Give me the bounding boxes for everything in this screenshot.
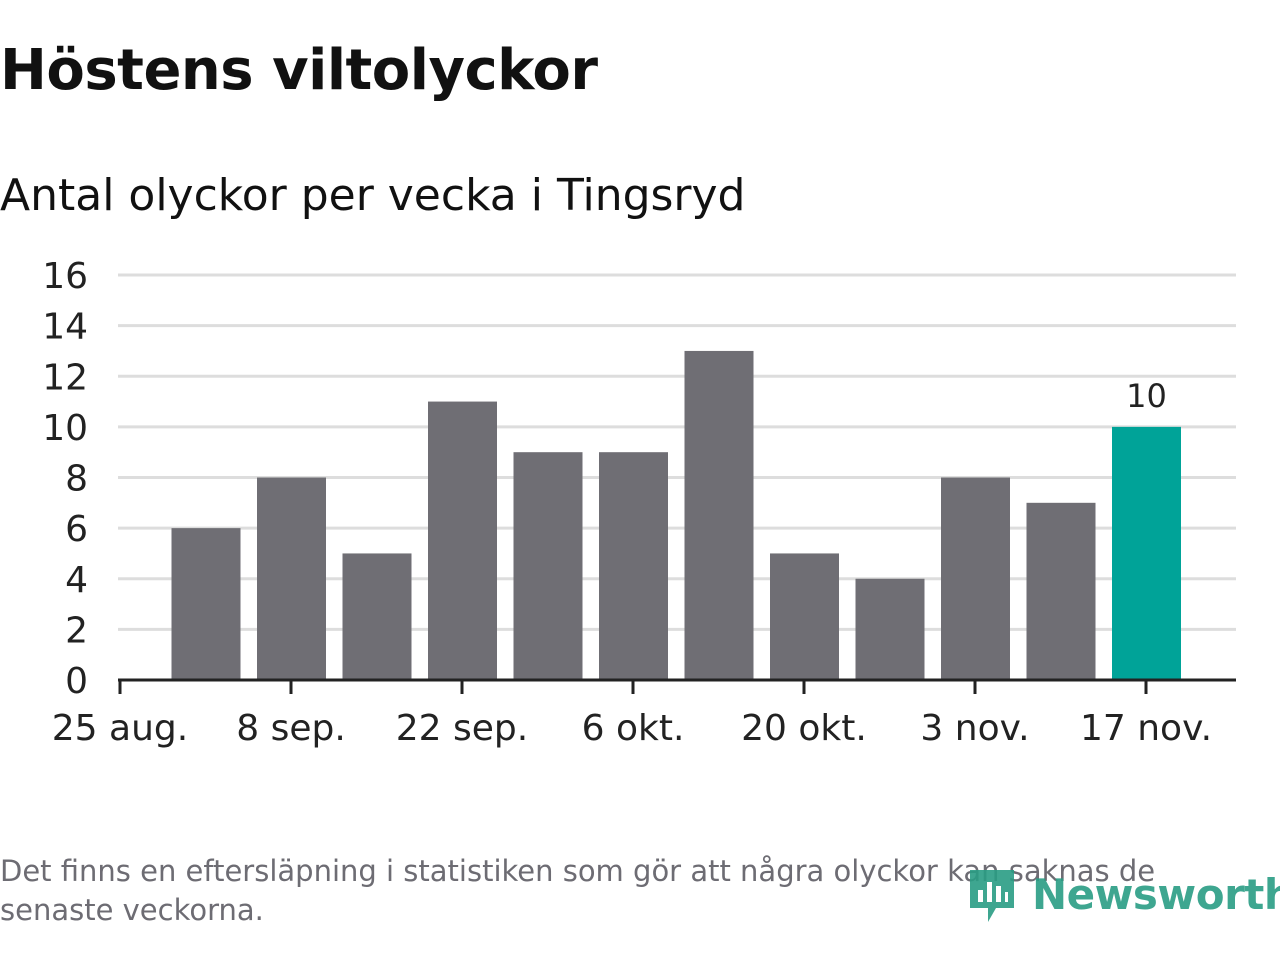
logo-text: Newsworthy bbox=[1032, 869, 1280, 919]
bar-8-sep[interactable] bbox=[257, 477, 326, 681]
data-labels: 10 bbox=[1126, 377, 1167, 415]
chart-title: Höstens viltolyckor bbox=[0, 38, 598, 103]
newsworthy-logo[interactable]: Newsworthy bbox=[966, 862, 1280, 926]
bar-value-label: 10 bbox=[1126, 377, 1167, 415]
y-tick-label: 2 bbox=[65, 610, 88, 651]
bar-27-okt[interactable] bbox=[855, 578, 925, 680]
chart-subtitle: Antal olyckor per vecka i Tingsryd bbox=[0, 170, 746, 221]
x-tick-label: 3 nov. bbox=[920, 708, 1029, 749]
bar-3-nov[interactable] bbox=[941, 477, 1010, 681]
y-tick-label: 0 bbox=[65, 661, 88, 702]
y-axis-ticks: 0 2 4 6 8 10 12 14 16 bbox=[42, 256, 88, 702]
bar-22-sep[interactable] bbox=[428, 401, 497, 680]
y-tick-label: 4 bbox=[65, 560, 88, 601]
x-tick-label: 6 okt. bbox=[582, 708, 685, 749]
bar-17-nov[interactable] bbox=[1112, 426, 1181, 680]
bar-15-sep[interactable] bbox=[342, 553, 412, 680]
y-tick-label: 10 bbox=[42, 408, 88, 449]
x-tick-label: 25 aug. bbox=[52, 708, 188, 749]
bar-29-sep[interactable] bbox=[513, 452, 583, 680]
y-tick-label: 14 bbox=[42, 307, 88, 348]
x-tick-label: 22 sep. bbox=[396, 708, 528, 749]
x-axis: 25 aug. 8 sep. 22 sep. 6 okt. 20 okt. 3 nov. 1… bbox=[52, 678, 1236, 749]
bar-6-okt[interactable] bbox=[599, 452, 668, 680]
footnote: Det finns en eftersläpning i statistiken… bbox=[0, 854, 1156, 927]
y-tick-label: 8 bbox=[65, 459, 88, 500]
y-tick-label: 16 bbox=[42, 256, 88, 297]
bar-1-sep[interactable] bbox=[171, 528, 241, 680]
y-tick-label: 12 bbox=[42, 357, 88, 398]
bar-13-okt[interactable] bbox=[684, 350, 754, 680]
gridlines bbox=[118, 273, 1236, 631]
bar-chart: 0 2 4 6 8 10 12 14 16 25 aug. 8 sep. 22 sep. 6 okt.… bbox=[42, 256, 1236, 749]
x-tick-label: 8 sep. bbox=[236, 708, 346, 749]
y-tick-label: 6 bbox=[65, 509, 88, 550]
bar-10-nov[interactable] bbox=[1026, 502, 1096, 680]
bars bbox=[171, 350, 1181, 681]
bar-20-okt[interactable] bbox=[770, 553, 839, 680]
x-tick-label: 20 okt. bbox=[741, 708, 867, 749]
newsworthy-logo-icon bbox=[970, 870, 1014, 922]
x-tick-label: 17 nov. bbox=[1080, 708, 1212, 749]
